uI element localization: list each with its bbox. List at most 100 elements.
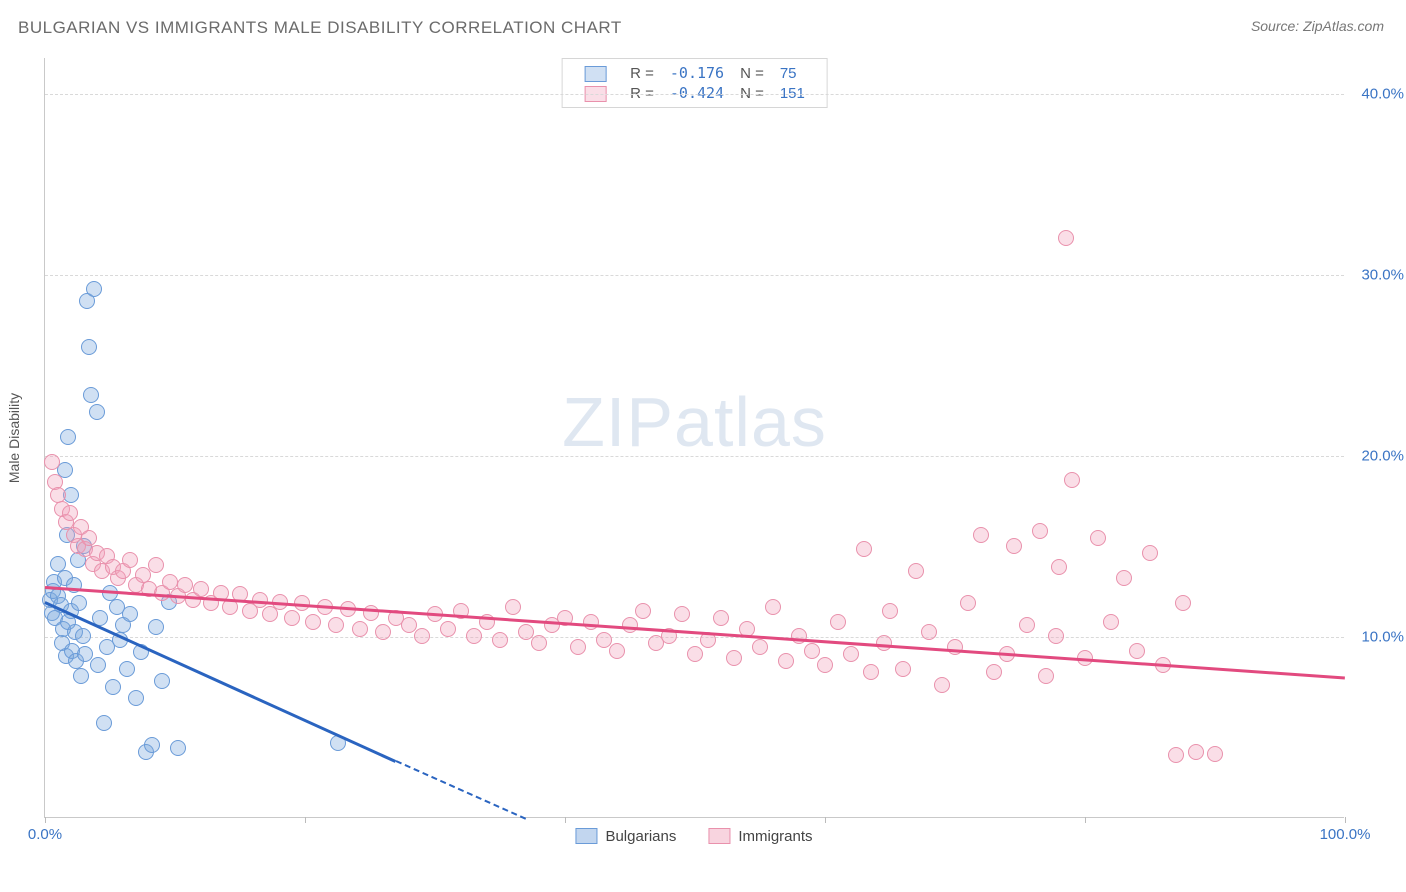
y-tick-label: 10.0% — [1361, 629, 1404, 646]
data-point — [154, 673, 170, 689]
data-point — [583, 614, 599, 630]
data-point — [122, 552, 138, 568]
x-tick — [305, 817, 306, 823]
x-tick — [1085, 817, 1086, 823]
source-label: Source: ZipAtlas.com — [1251, 18, 1384, 34]
data-point — [44, 454, 60, 470]
data-point — [1175, 595, 1191, 611]
data-point — [804, 643, 820, 659]
data-point — [86, 281, 102, 297]
y-tick-label: 20.0% — [1361, 448, 1404, 465]
data-point — [83, 387, 99, 403]
data-point — [752, 639, 768, 655]
series-legend: Bulgarians Immigrants — [559, 828, 828, 849]
chart-title: BULGARIAN VS IMMIGRANTS MALE DISABILITY … — [18, 18, 622, 38]
y-axis-label: Male Disability — [6, 393, 22, 483]
data-point — [1038, 668, 1054, 684]
gridline — [45, 456, 1344, 457]
data-point — [505, 599, 521, 615]
legend-row: R =-0.424N =151 — [576, 83, 813, 103]
data-point — [1142, 545, 1158, 561]
x-tick — [825, 817, 826, 823]
data-point — [1207, 746, 1223, 762]
data-point — [170, 740, 186, 756]
data-point — [66, 577, 82, 593]
data-point — [830, 614, 846, 630]
data-point — [73, 668, 89, 684]
data-point — [908, 563, 924, 579]
legend-item: Immigrants — [708, 828, 812, 845]
y-tick-label: 40.0% — [1361, 86, 1404, 103]
legend-row: R =-0.176N =75 — [576, 63, 813, 83]
x-tick — [45, 817, 46, 823]
data-point — [62, 505, 78, 521]
scatter-plot: ZIPatlas R =-0.176N =75R =-0.424N =151 1… — [44, 58, 1344, 818]
data-point — [193, 581, 209, 597]
data-point — [1006, 538, 1022, 554]
data-point — [973, 527, 989, 543]
data-point — [71, 595, 87, 611]
data-point — [1103, 614, 1119, 630]
data-point — [1048, 628, 1064, 644]
data-point — [1019, 617, 1035, 633]
data-point — [414, 628, 430, 644]
data-point — [882, 603, 898, 619]
data-point — [863, 664, 879, 680]
data-point — [817, 657, 833, 673]
gridline — [45, 94, 1344, 95]
data-point — [1032, 523, 1048, 539]
data-point — [148, 619, 164, 635]
data-point — [1058, 230, 1074, 246]
x-tick-label: 0.0% — [28, 826, 62, 843]
data-point — [375, 624, 391, 640]
data-point — [1116, 570, 1132, 586]
data-point — [284, 610, 300, 626]
legend-item: Bulgarians — [575, 828, 676, 845]
data-point — [1168, 747, 1184, 763]
data-point — [262, 606, 278, 622]
plot-area: Male Disability ZIPatlas R =-0.176N =75R… — [44, 58, 1344, 818]
x-tick — [565, 817, 566, 823]
data-point — [947, 639, 963, 655]
data-point — [778, 653, 794, 669]
data-point — [144, 737, 160, 753]
data-point — [1090, 530, 1106, 546]
data-point — [122, 606, 138, 622]
data-point — [119, 661, 135, 677]
data-point — [921, 624, 937, 640]
data-point — [128, 690, 144, 706]
correlation-legend: R =-0.176N =75R =-0.424N =151 — [561, 58, 828, 108]
data-point — [305, 614, 321, 630]
data-point — [90, 657, 106, 673]
data-point — [492, 632, 508, 648]
x-tick — [1345, 817, 1346, 823]
data-point — [609, 643, 625, 659]
gridline — [45, 637, 1344, 638]
data-point — [1188, 744, 1204, 760]
data-point — [895, 661, 911, 677]
data-point — [960, 595, 976, 611]
gridline — [45, 275, 1344, 276]
data-point — [89, 404, 105, 420]
y-tick-label: 30.0% — [1361, 267, 1404, 284]
data-point — [60, 429, 76, 445]
data-point — [328, 617, 344, 633]
watermark: ZIPatlas — [562, 382, 827, 462]
data-point — [635, 603, 651, 619]
trend-line — [45, 586, 1345, 679]
data-point — [687, 646, 703, 662]
data-point — [96, 715, 112, 731]
data-point — [674, 606, 690, 622]
x-tick-label: 100.0% — [1320, 826, 1371, 843]
data-point — [1051, 559, 1067, 575]
data-point — [986, 664, 1002, 680]
data-point — [148, 557, 164, 573]
data-point — [713, 610, 729, 626]
data-point — [352, 621, 368, 637]
data-point — [466, 628, 482, 644]
data-point — [81, 339, 97, 355]
data-point — [570, 639, 586, 655]
data-point — [363, 605, 379, 621]
data-point — [856, 541, 872, 557]
trend-line — [396, 760, 527, 820]
